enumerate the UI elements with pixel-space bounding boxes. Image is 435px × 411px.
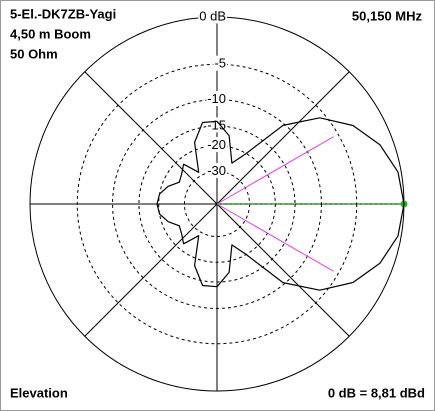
grid-ring: [76, 63, 358, 345]
grid-ring: [112, 99, 322, 309]
subtitle: 4,50 m Boom: [10, 26, 91, 41]
r-tick-label: -15: [207, 117, 226, 132]
label-bg: [213, 55, 227, 71]
half-power-line: [216, 203, 334, 272]
r-tick-label: 0 dB: [199, 8, 226, 23]
frequency: 50,150 MHz: [352, 8, 423, 23]
label-bg: [206, 162, 227, 178]
label-bg: [198, 8, 227, 24]
pattern: [156, 117, 405, 291]
r-tick-label: -20: [207, 137, 226, 152]
chart-title: 5-El.-DK7ZB-Yagi: [10, 6, 116, 21]
grid-ring: [158, 145, 276, 263]
subtitle: 50 Ohm: [10, 46, 58, 61]
r-tick-label: -10: [207, 91, 226, 106]
r-tick-label: -30: [207, 163, 226, 178]
label-bg: [206, 117, 227, 133]
reference: 0 dB = 8,81 dBd: [328, 385, 425, 400]
label-bg: [206, 91, 227, 107]
label-bg: [206, 137, 227, 153]
half-power-line: [216, 136, 334, 205]
plane: Elevation: [10, 385, 68, 400]
r-tick-label: -5: [214, 56, 226, 71]
